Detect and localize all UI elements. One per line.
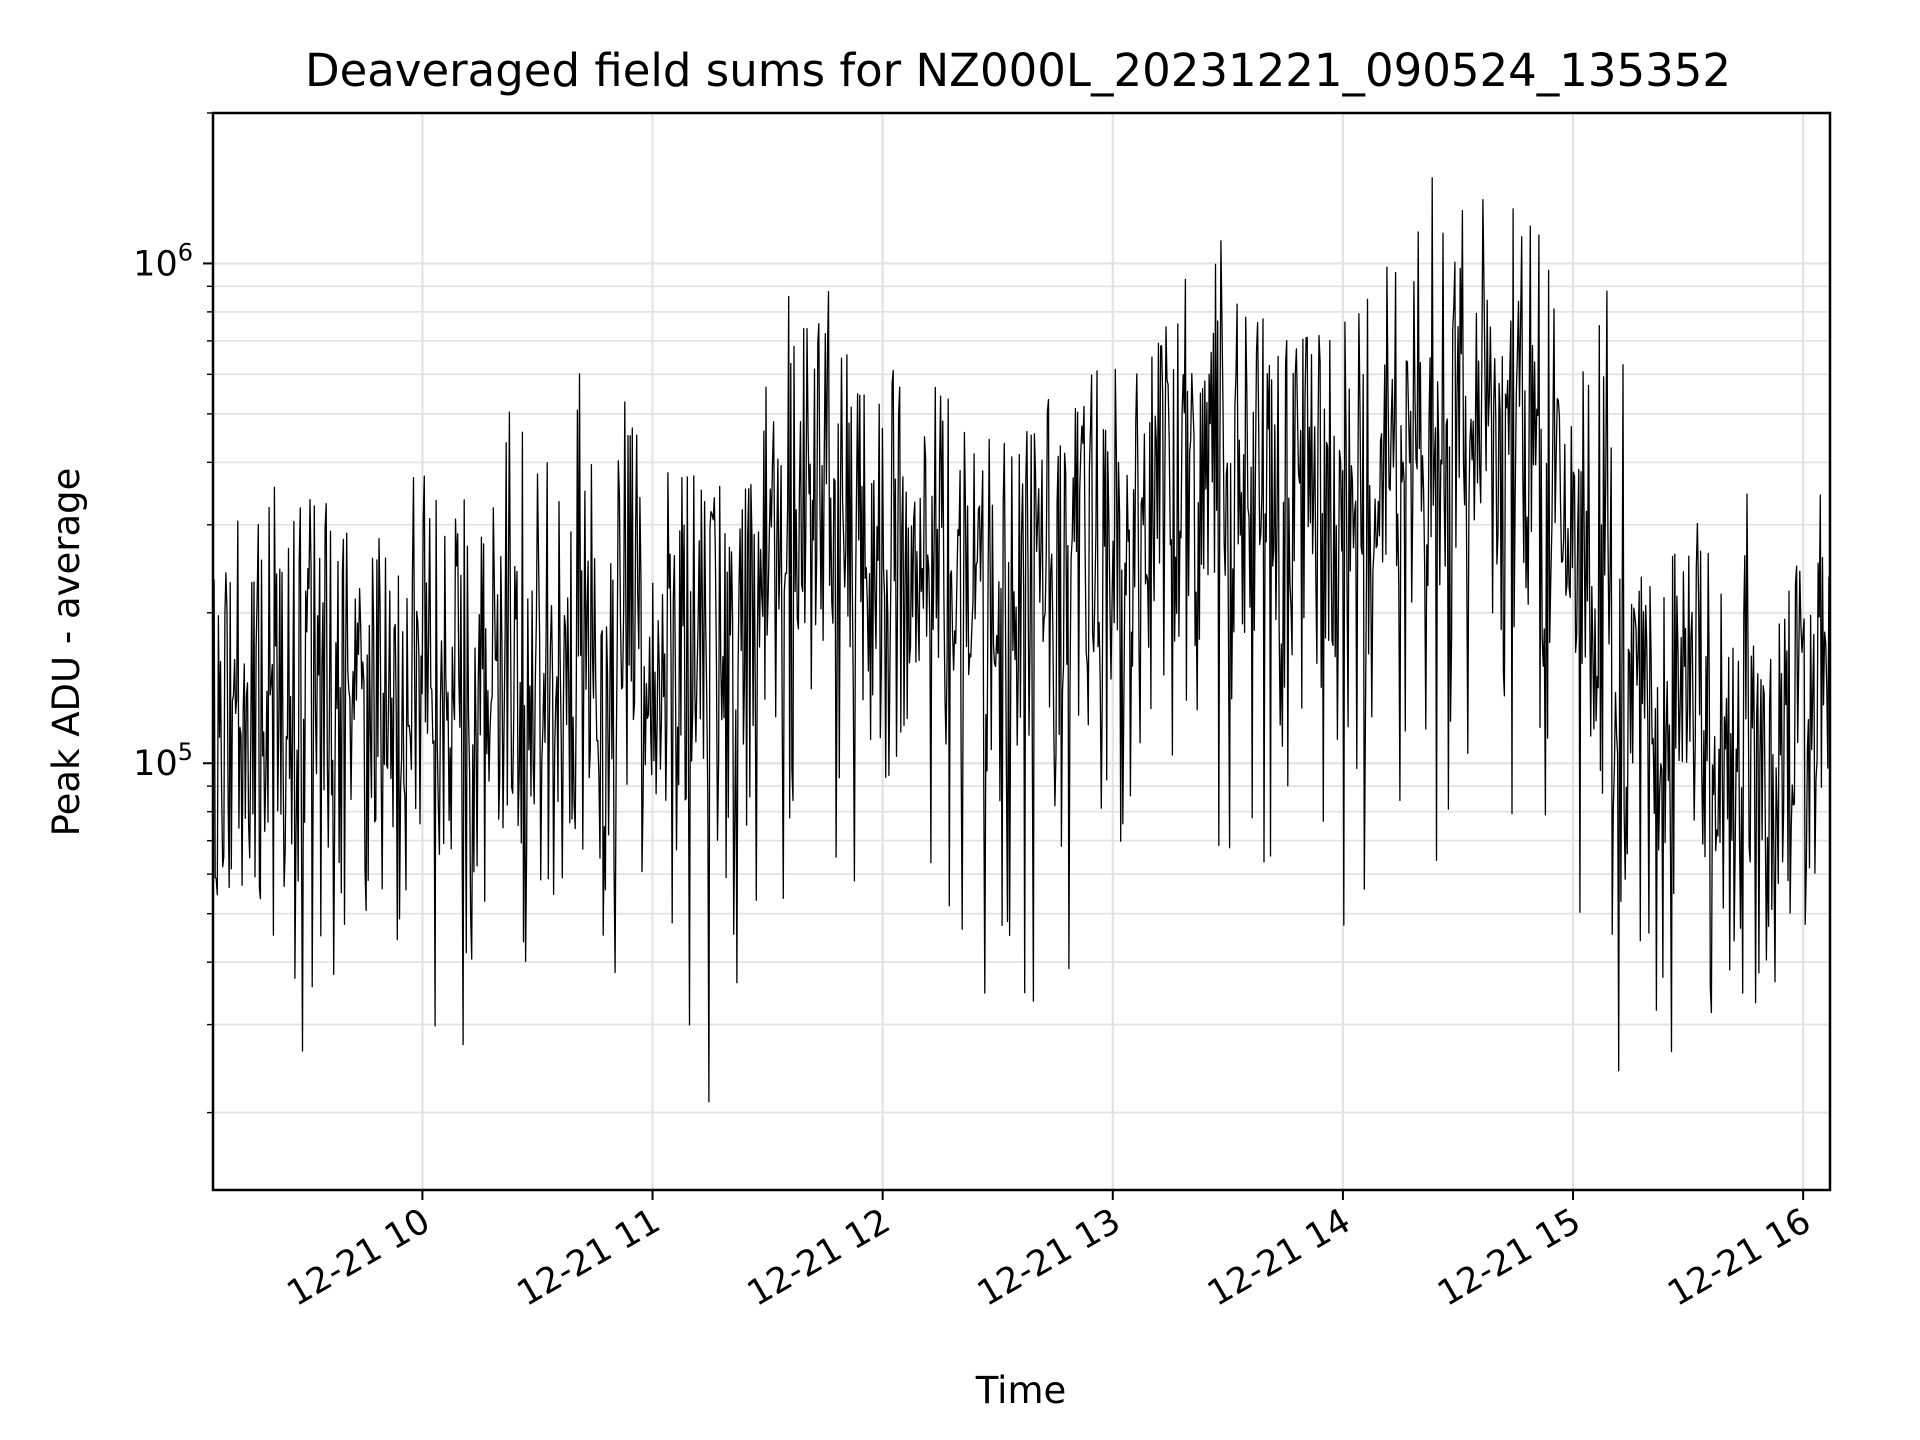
y-axis: 105 106 xyxy=(133,112,213,1114)
plot-area-frame xyxy=(211,111,1832,1192)
y-tick-label: 106 xyxy=(133,238,193,284)
chart-title: Deaveraged field sums for NZ000L_2023122… xyxy=(305,44,1731,97)
series-layer xyxy=(212,177,1830,1103)
x-axis-label: Time xyxy=(975,1369,1067,1412)
series-line xyxy=(212,177,1830,1103)
y-axis-label: Peak ADU - average xyxy=(45,468,88,837)
y-tick-label: 105 xyxy=(133,738,193,784)
